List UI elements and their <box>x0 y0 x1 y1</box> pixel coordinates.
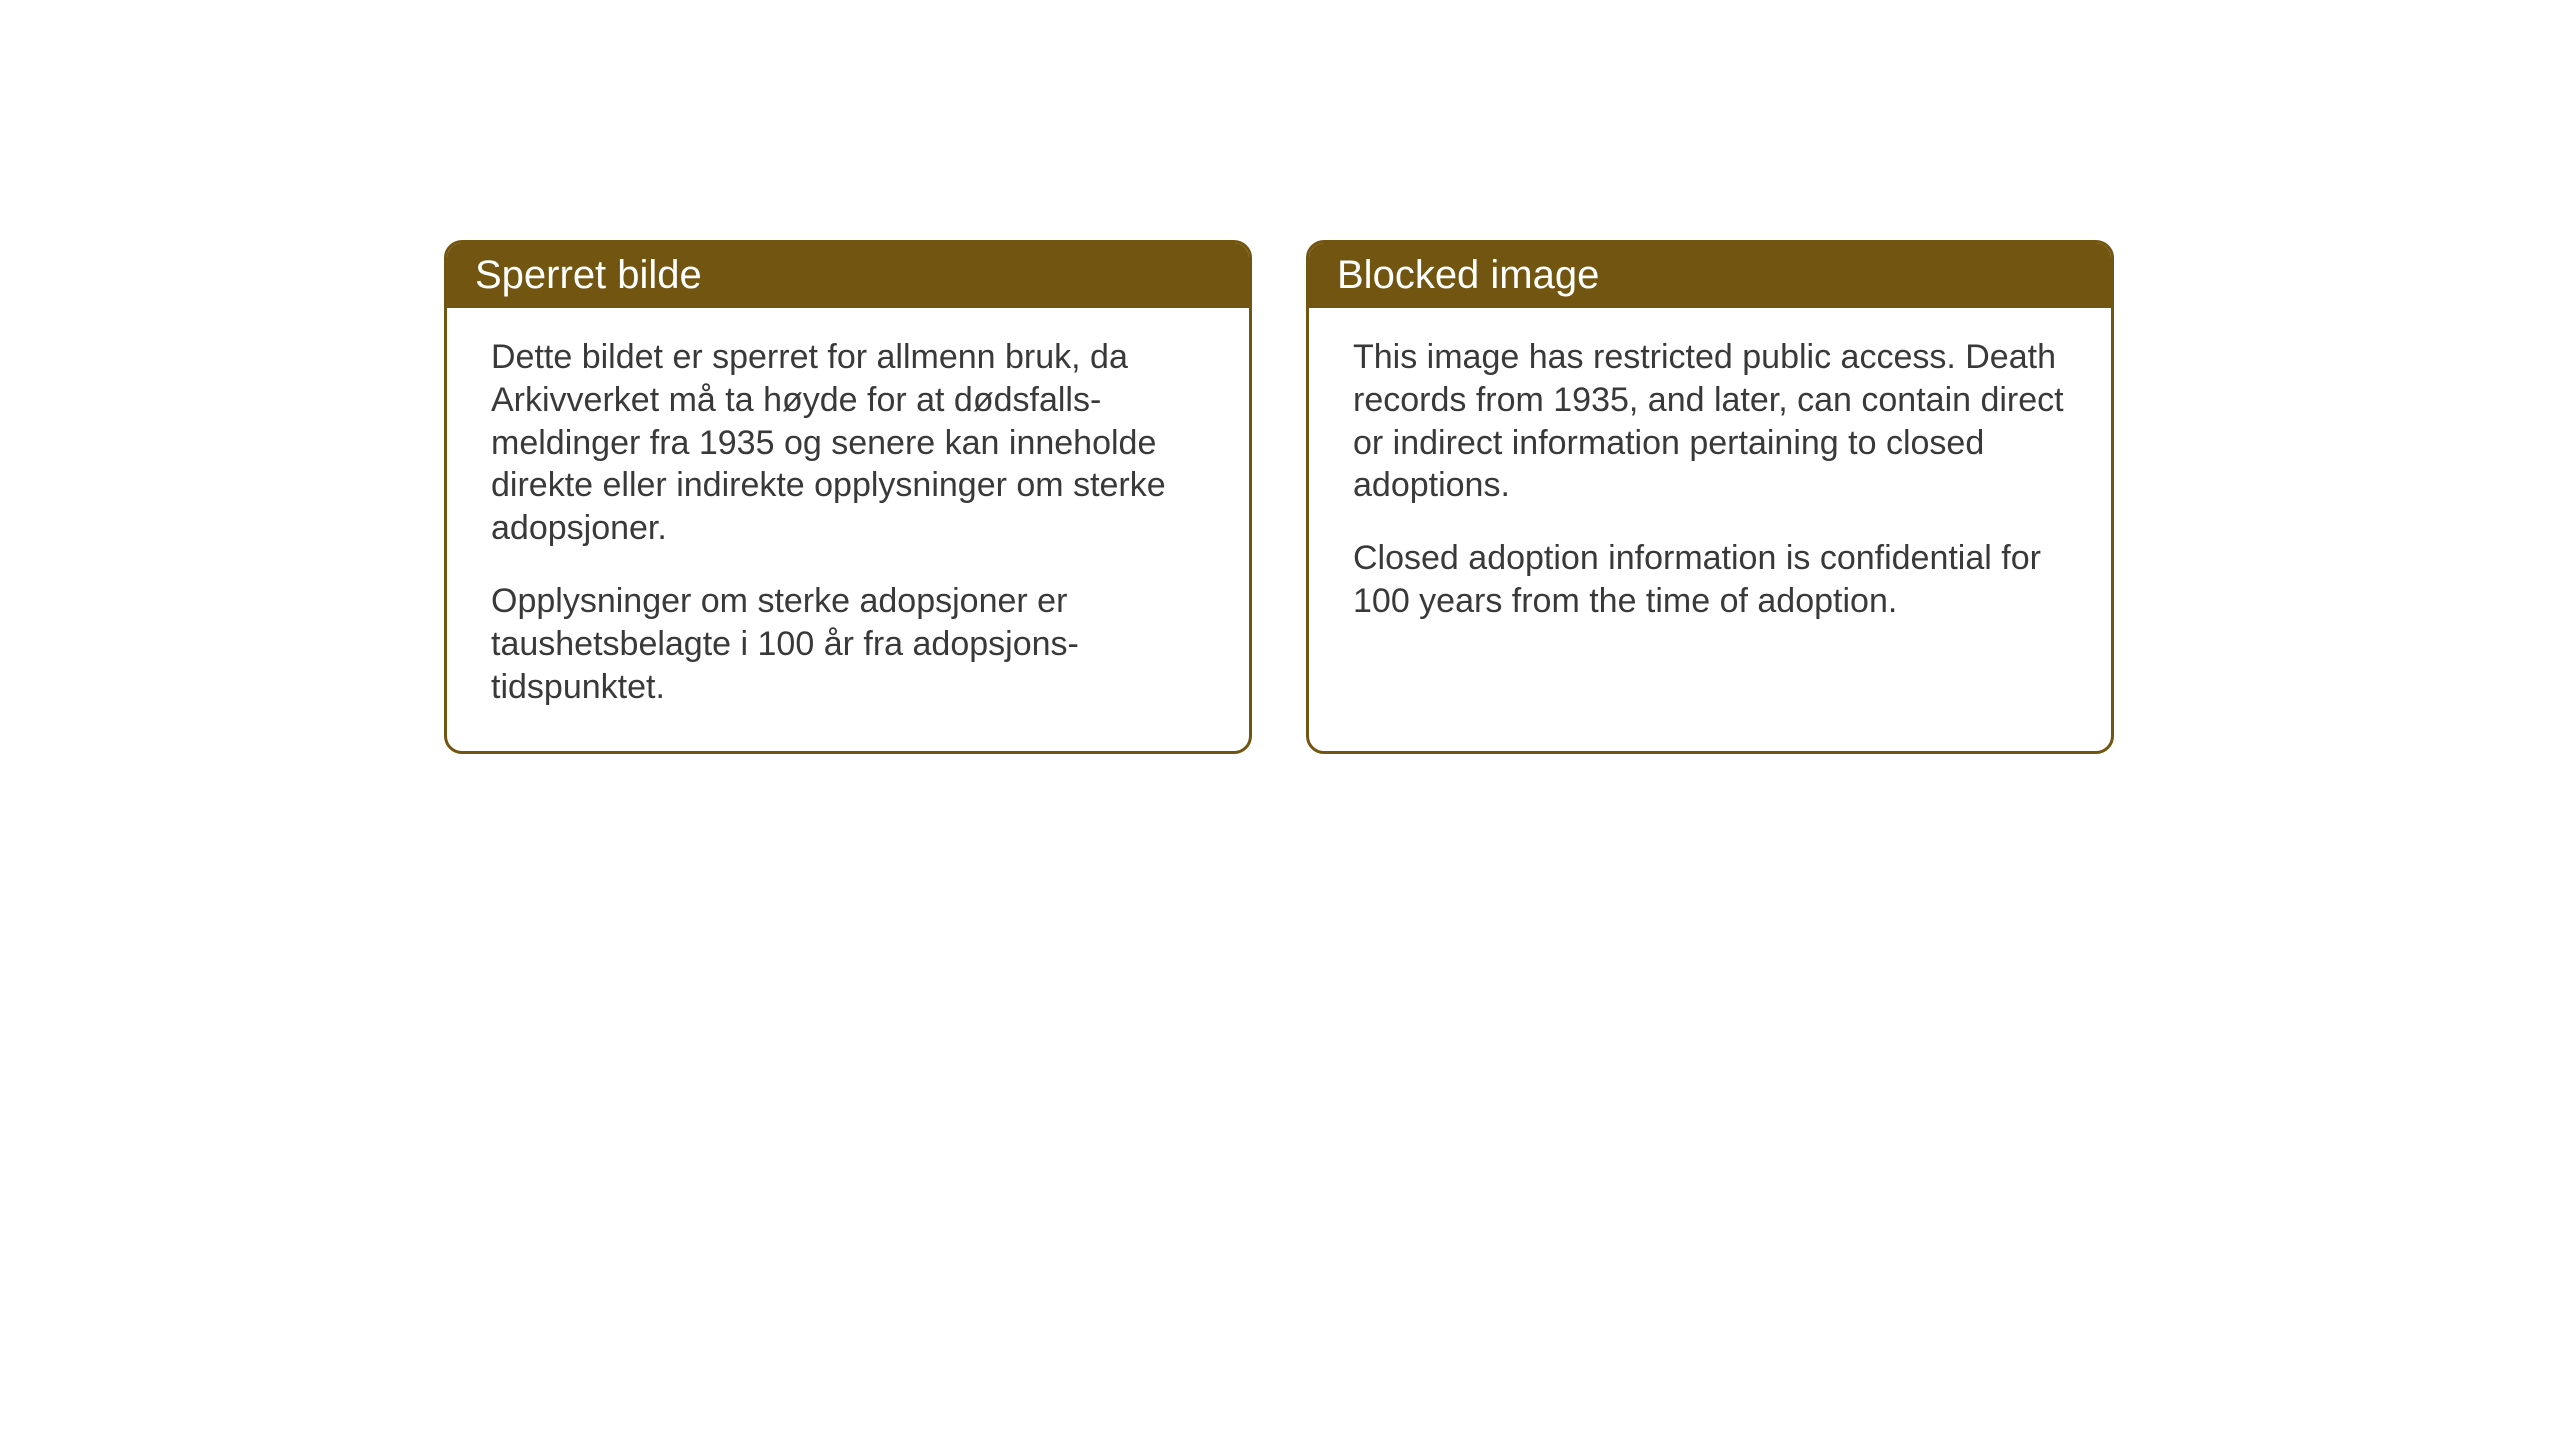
english-paragraph-1: This image has restricted public access.… <box>1353 336 2067 507</box>
english-paragraph-2: Closed adoption information is confident… <box>1353 537 2067 623</box>
english-card-body: This image has restricted public access.… <box>1309 308 2111 663</box>
english-notice-card: Blocked image This image has restricted … <box>1306 240 2114 754</box>
norwegian-card-title: Sperret bilde <box>447 243 1249 308</box>
norwegian-paragraph-1: Dette bildet er sperret for allmenn bruk… <box>491 336 1205 550</box>
norwegian-paragraph-2: Opplysninger om sterke adopsjoner er tau… <box>491 580 1205 708</box>
norwegian-card-body: Dette bildet er sperret for allmenn bruk… <box>447 308 1249 749</box>
norwegian-notice-card: Sperret bilde Dette bildet er sperret fo… <box>444 240 1252 754</box>
cards-container: Sperret bilde Dette bildet er sperret fo… <box>444 240 2114 754</box>
english-card-title: Blocked image <box>1309 243 2111 308</box>
